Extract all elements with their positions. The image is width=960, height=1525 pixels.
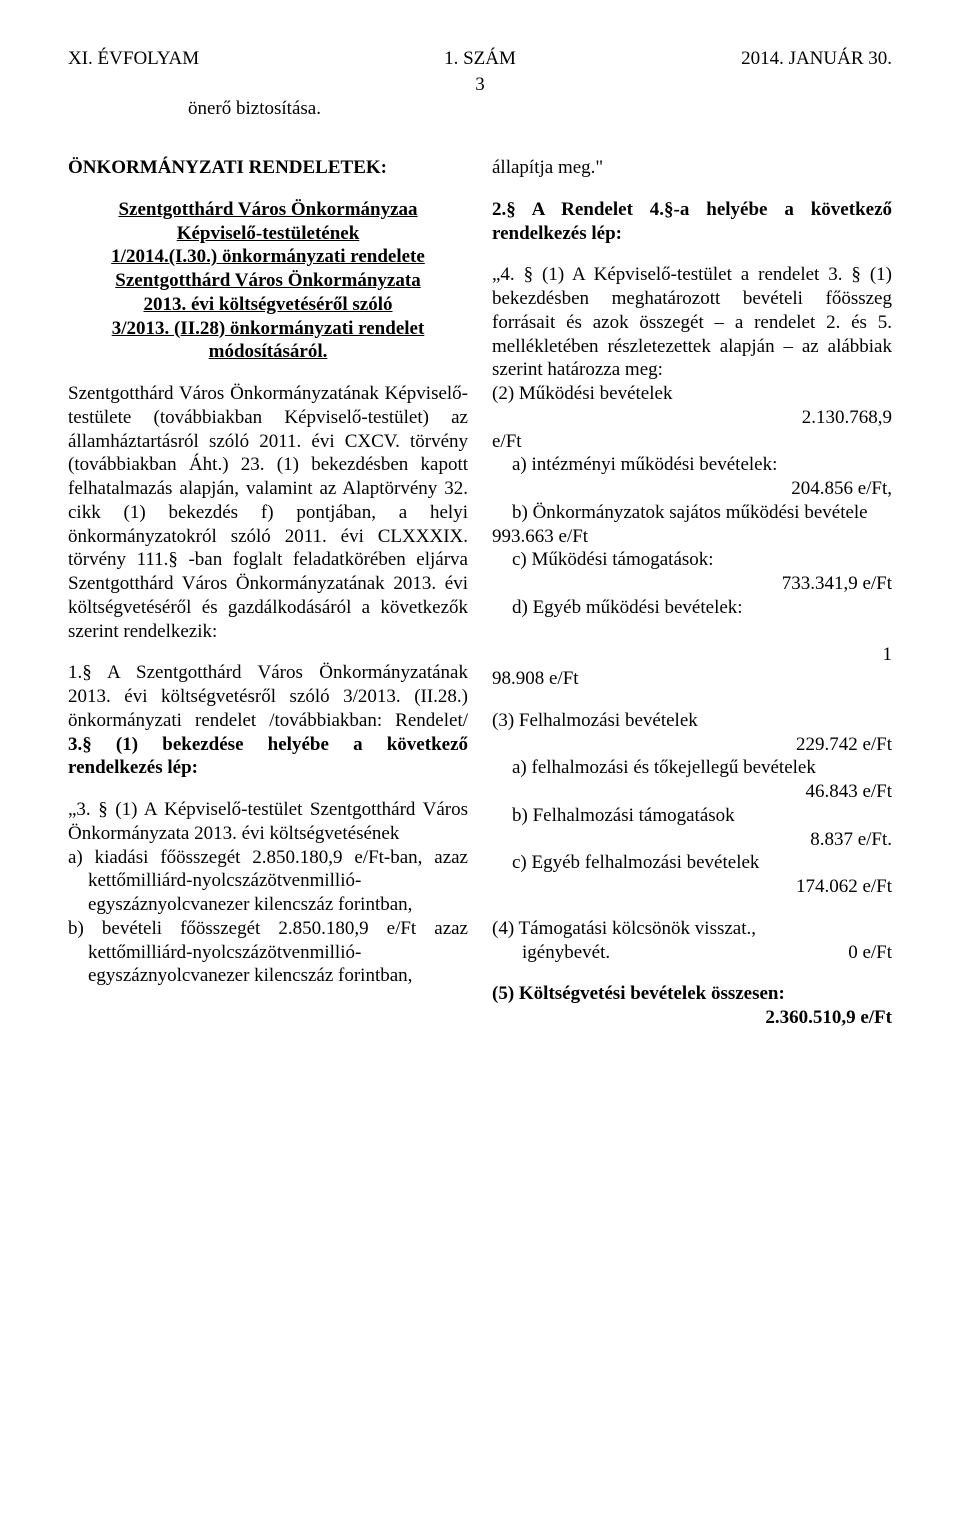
section-2-heading: 2.§ A Rendelet 4.§-a helyébe a következő…	[492, 198, 892, 246]
d-other-op-page: 1	[492, 643, 892, 667]
s3c-amount: 174.062 e/Ft	[492, 875, 892, 899]
decree-title-line6: 3/2013. (II.28) önkormányzati rendelet	[68, 317, 468, 341]
running-header: XI. ÉVFOLYAM 1. SZÁM 2014. JANUÁR 30.	[68, 48, 892, 70]
s3b-amount: 8.837 e/Ft.	[492, 828, 892, 852]
decree-title-line1: Szentgotthárd Város Önkormányzaa	[68, 198, 468, 222]
b-own-amount: 993.663 e/Ft	[492, 525, 892, 549]
op-rev-amount: 2.130.768,9	[492, 406, 892, 430]
two-column-layout: ÖNKORMÁNYZATI RENDELETEK: Szentgotthárd …	[68, 156, 892, 1030]
body-paragraph-1: Szentgotthárd Város Önkormányzatának Kép…	[68, 382, 468, 643]
s4-amount: 0 e/Ft	[848, 941, 892, 965]
a-inst-amount: 204.856 e/Ft,	[492, 477, 892, 501]
s3a-amount: 46.843 e/Ft	[492, 780, 892, 804]
body-paragraph-2a: 1.§ A Szentgotthárd Város Önkormányzatán…	[68, 662, 468, 731]
left-column: ÖNKORMÁNYZATI RENDELETEK: Szentgotthárd …	[68, 156, 468, 1030]
header-volume: XI. ÉVFOLYAM	[68, 48, 343, 70]
s3-amount: 229.742 e/Ft	[492, 733, 892, 757]
section-title-regulations: ÖNKORMÁNYZATI RENDELETEK:	[68, 156, 468, 180]
document-page: XI. ÉVFOLYAM 1. SZÁM 2014. JANUÁR 30. 3 …	[0, 0, 960, 1525]
list-item-a: a) kiadási főösszegét 2.850.180,9 e/Ft-b…	[68, 846, 468, 917]
s5-label: (5) Költségvetési bevételek összesen:	[492, 982, 892, 1006]
body-paragraph-2b: 3.§ (1) bekezdése helyébe a következő re…	[68, 734, 468, 779]
self-power-line: önerő biztosítása.	[188, 98, 892, 120]
op-rev-label: (2) Működési bevételek	[492, 382, 892, 406]
s3-label: (3) Felhalmozási bevételek	[492, 709, 892, 733]
decree-title-line2: Képviselő-testületének	[68, 222, 468, 246]
decree-title-block: Szentgotthárd Város Önkormányzaa Képvise…	[68, 198, 468, 364]
s3b-label: b) Felhalmozási támogatások	[492, 804, 892, 828]
decree-title-line3: 1/2014.(I.30.) önkormányzati rendelete	[68, 245, 468, 269]
s4-row: igénybevét. 0 e/Ft	[492, 941, 892, 965]
d-blank	[492, 620, 892, 644]
header-issue: 1. SZÁM	[343, 48, 618, 70]
s3c-label: c) Egyéb felhalmozási bevételek	[492, 851, 892, 875]
list-item-b: b) bevételi főösszegét 2.850.180,9 e/Ft …	[68, 917, 468, 988]
right-column: állapítja meg." 2.§ A Rendelet 4.§-a hel…	[492, 156, 892, 1030]
op-rev-eft: e/Ft	[492, 430, 892, 454]
d-other-op-label: d) Egyéb működési bevételek:	[492, 596, 892, 620]
body-paragraph-3: „3. § (1) A Képviselő-testület Szentgott…	[68, 798, 468, 846]
c-op-sup-amount: 733.341,9 e/Ft	[492, 572, 892, 596]
decree-title-line7: módosításáról.	[68, 340, 468, 364]
b-own-label: b) Önkormányzatok sajátos működési bevét…	[492, 501, 892, 525]
c-op-sup-label: c) Működési támogatások:	[492, 548, 892, 572]
d-other-op-amount: 98.908 e/Ft	[492, 667, 892, 691]
section-4-open: „4. § (1) A Képviselő-testület a rendele…	[492, 263, 892, 382]
s4-label-left: (4) Támogatási kölcsönök visszat.,	[492, 917, 892, 941]
a-inst-label: a) intézményi működési bevételek:	[492, 453, 892, 477]
page-number: 3	[68, 74, 892, 96]
establishes-line: állapítja meg."	[492, 156, 892, 180]
s5-amount: 2.360.510,9 e/Ft	[492, 1006, 892, 1030]
decree-title-line5: 2013. évi költségvetéséről szóló	[68, 293, 468, 317]
decree-title-line4: Szentgotthárd Város Önkormányzata	[68, 269, 468, 293]
header-date: 2014. JANUÁR 30.	[617, 48, 892, 70]
s3a-label: a) felhalmozási és tőkejellegű bevételek	[492, 756, 892, 780]
body-paragraph-2: 1.§ A Szentgotthárd Város Önkormányzatán…	[68, 661, 468, 780]
s4-label-right: igénybevét.	[492, 941, 610, 965]
